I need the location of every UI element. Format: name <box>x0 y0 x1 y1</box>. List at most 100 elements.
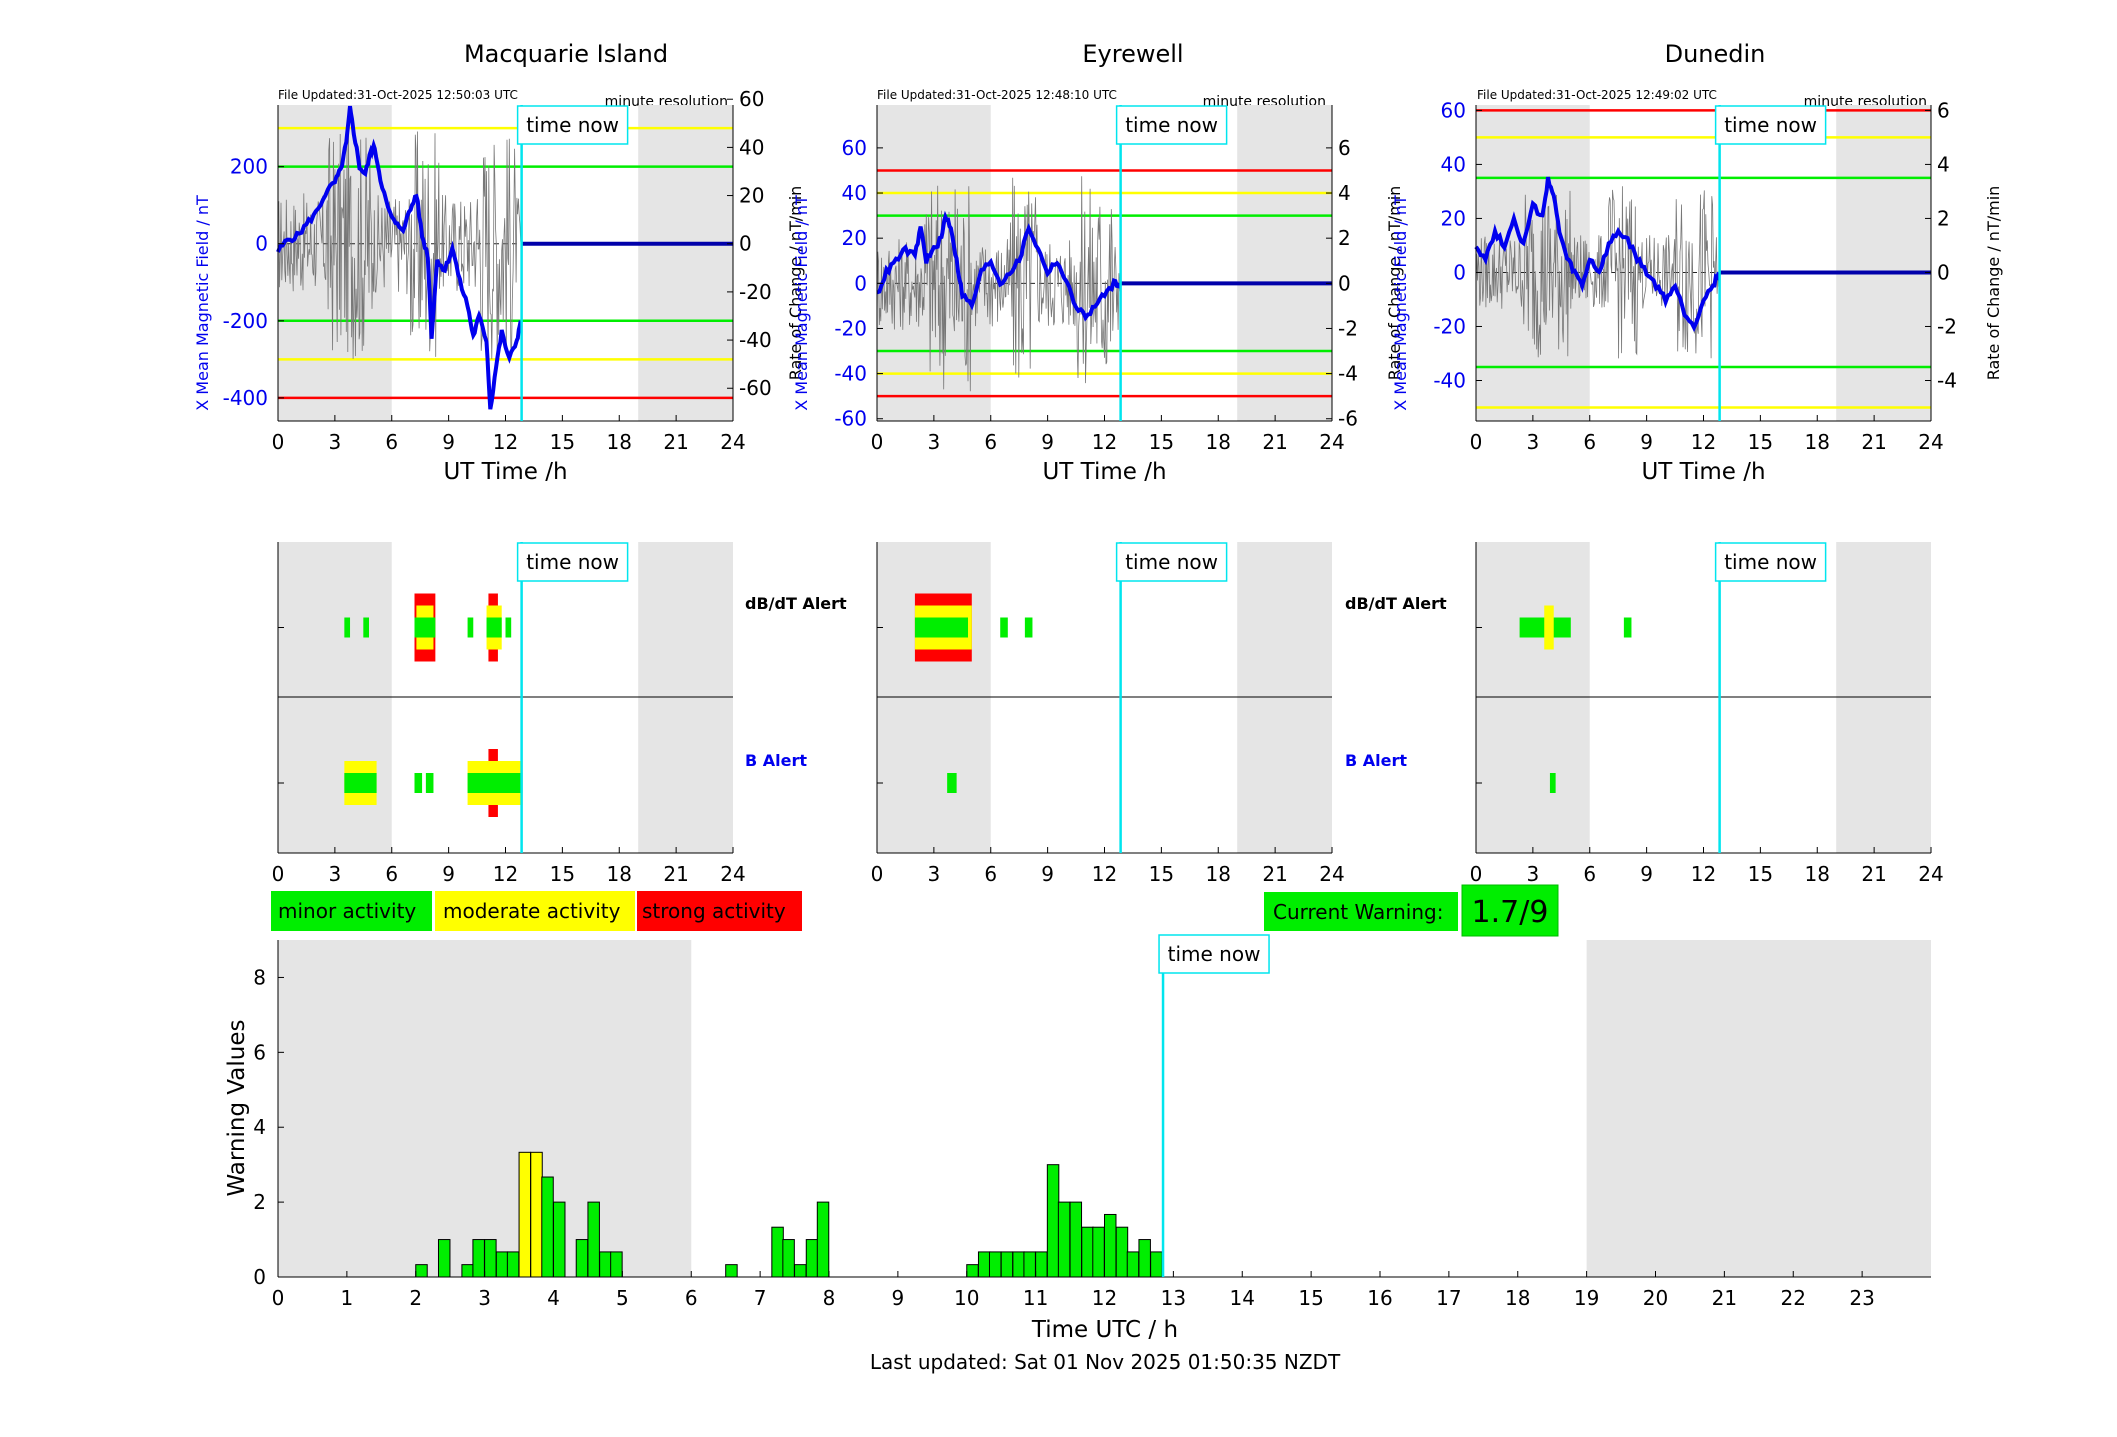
alert-time-now-dunedin-box <box>1714 542 1827 582</box>
x-tick-label-eyrewell-7: 21 <box>1262 430 1287 454</box>
warning-bar-22 <box>966 1264 979 1278</box>
left-tick-label-eyrewell-6: 60 <box>842 136 867 160</box>
warning-bar-14 <box>599 1251 612 1278</box>
legend-moderate-swatch <box>435 891 635 931</box>
y-right-label-eyrewell: Rate of Change / nT/min <box>1385 186 1404 381</box>
time-now-macquarie-box <box>516 105 629 145</box>
current-warning-value-box <box>1461 884 1559 937</box>
warning-x-tick-label-3: 3 <box>478 1286 491 1310</box>
right-tick-label-eyrewell-2: -2 <box>1338 316 1358 340</box>
right-tick-label-macquarie-5: 40 <box>739 135 764 159</box>
warning-x-tick-label-21: 21 <box>1712 1286 1737 1310</box>
alert-x-tick-label-dunedin-4: 12 <box>1691 862 1716 886</box>
warning-bar-18 <box>782 1239 795 1278</box>
warning-y-tick-label-3: 6 <box>253 1040 266 1064</box>
left-tick-label-macquarie-0: -400 <box>223 386 268 410</box>
right-tick-label-dunedin-3: 2 <box>1937 206 1950 230</box>
alert-x-tick-label-eyrewell-2: 6 <box>984 862 997 886</box>
x-tick-label-eyrewell-3: 9 <box>1041 430 1054 454</box>
left-tick-label-dunedin-0: -40 <box>1433 368 1466 392</box>
right-tick-label-macquarie-4: 20 <box>739 184 764 208</box>
station-title-eyrewell: Eyrewell <box>1082 40 1183 68</box>
warning-bar-9 <box>541 1176 554 1278</box>
x-tick-label-dunedin-8: 24 <box>1918 430 1943 454</box>
night-shade-macquarie-1 <box>638 105 733 421</box>
warning-x-tick-label-20: 20 <box>1643 1286 1668 1310</box>
warning-bar-31 <box>1069 1201 1083 1278</box>
warning-x-tick-label-0: 0 <box>272 1286 285 1310</box>
y-right-label-dunedin: Rate of Change / nT/min <box>1984 186 2003 381</box>
x-tick-label-dunedin-4: 12 <box>1691 430 1716 454</box>
x-tick-label-eyrewell-0: 0 <box>871 430 884 454</box>
alert-x-tick-label-macquarie-7: 21 <box>663 862 688 886</box>
warning-bar-8 <box>530 1151 543 1278</box>
left-tick-label-dunedin-1: -20 <box>1433 314 1466 338</box>
warning-y-tick-label-1: 2 <box>253 1190 266 1214</box>
alert-x-tick-label-dunedin-1: 3 <box>1527 862 1540 886</box>
warning-bar-12 <box>575 1239 589 1278</box>
alert-x-tick-label-dunedin-3: 9 <box>1640 862 1653 886</box>
alert-x-tick-label-macquarie-3: 9 <box>442 862 455 886</box>
alert-x-tick-label-eyrewell-1: 3 <box>928 862 941 886</box>
alert-x-tick-label-dunedin-8: 24 <box>1918 862 1943 886</box>
warning-bar-5 <box>495 1251 509 1278</box>
warning-x-axis-label: Time UTC / h <box>1031 1317 1178 1343</box>
alert-time-now-eyrewell-label: time now <box>1125 550 1218 574</box>
alert-x-tick-label-dunedin-2: 6 <box>1583 862 1596 886</box>
x-tick-label-eyrewell-4: 12 <box>1092 430 1117 454</box>
night-shade-dunedin-1 <box>1836 105 1931 421</box>
dbdt-alert-bar-eyrewell-3 <box>1000 617 1008 638</box>
y-left-label-macquarie: X Mean Magnetic Field / nT <box>193 195 212 411</box>
right-tick-label-eyrewell-4: 2 <box>1338 226 1351 250</box>
warning-bar-15 <box>610 1251 623 1278</box>
warning-bar-0 <box>415 1264 428 1278</box>
warning-y-tick-label-2: 4 <box>253 1115 266 1139</box>
dbdt-alert-bar-macquarie-5 <box>467 617 474 638</box>
dbdt-alert-bar-dunedin-2 <box>1563 617 1571 638</box>
y-right-label-macquarie: Rate of Change / nT/min <box>786 186 805 381</box>
x-tick-label-macquarie-4: 12 <box>493 430 518 454</box>
left-tick-label-eyrewell-4: 20 <box>842 226 867 250</box>
legend-minor-label: minor activity <box>278 899 416 923</box>
x-tick-label-macquarie-3: 9 <box>442 430 455 454</box>
warning-x-tick-label-8: 8 <box>823 1286 836 1310</box>
right-tick-label-eyrewell-5: 4 <box>1338 181 1351 205</box>
legend-strong-label: strong activity <box>642 899 786 923</box>
warning-bar-36 <box>1126 1251 1140 1278</box>
alert-x-tick-label-macquarie-6: 18 <box>607 862 632 886</box>
warning-bar-37 <box>1138 1239 1151 1278</box>
warning-bar-25 <box>1000 1251 1014 1278</box>
night-shade-eyrewell-1 <box>1237 105 1332 421</box>
warning-x-tick-label-7: 7 <box>754 1286 767 1310</box>
warning-x-tick-label-14: 14 <box>1230 1286 1255 1310</box>
warning-x-tick-label-15: 15 <box>1298 1286 1323 1310</box>
right-tick-label-eyrewell-3: 0 <box>1338 271 1351 295</box>
field-trace-dunedin <box>1474 176 1721 333</box>
x-tick-label-dunedin-6: 18 <box>1805 430 1830 454</box>
x-tick-label-dunedin-1: 3 <box>1527 430 1540 454</box>
x-tick-label-dunedin-5: 15 <box>1748 430 1773 454</box>
file-updated-eyrewell: File Updated:31-Oct-2025 12:48:10 UTC <box>877 88 1117 102</box>
dbdt-alert-bar-dunedin-0 <box>1519 617 1566 638</box>
right-tick-label-dunedin-0: -4 <box>1937 368 1957 392</box>
warning-x-tick-label-19: 19 <box>1574 1286 1599 1310</box>
x-tick-label-eyrewell-5: 15 <box>1149 430 1174 454</box>
warning-bar-10 <box>553 1201 566 1278</box>
alert-x-tick-label-macquarie-0: 0 <box>272 862 285 886</box>
left-tick-label-macquarie-2: 0 <box>255 232 268 256</box>
dbdt-alert-bar-dunedin-3 <box>1623 617 1632 638</box>
current-warning-label: Current Warning: <box>1273 900 1443 924</box>
b-alert-bar-eyrewell-0 <box>947 773 957 793</box>
alert-time-now-macquarie-box <box>516 542 629 582</box>
time-now-macquarie-label: time now <box>526 113 619 137</box>
y-left-label-eyrewell: X Mean Magnetic Field / nT <box>792 195 811 411</box>
warning-x-tick-label-2: 2 <box>409 1286 422 1310</box>
x-tick-label-macquarie-2: 6 <box>385 430 398 454</box>
y-left-label-dunedin: X Mean Magnetic Field / nT <box>1391 195 1410 411</box>
warning-x-tick-label-13: 13 <box>1161 1286 1186 1310</box>
warning-y-tick-label-4: 8 <box>253 965 266 989</box>
alert-time-now-macquarie-label: time now <box>526 550 619 574</box>
time-now-eyrewell-box <box>1115 105 1228 145</box>
night-shade-eyrewell-0 <box>877 105 991 421</box>
